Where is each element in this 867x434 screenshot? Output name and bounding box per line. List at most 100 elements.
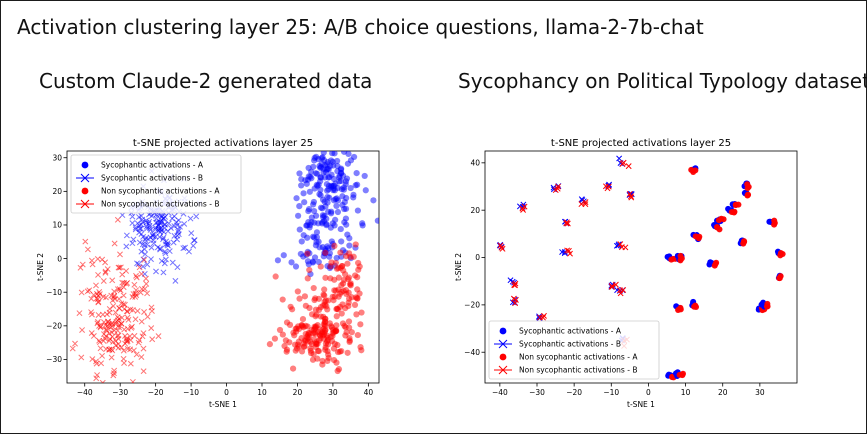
data-point-nonsyc-b: [565, 247, 572, 254]
data-point-syc-b: [160, 269, 167, 276]
data-point-nonsyc-a: [777, 252, 784, 259]
data-point-nonsyc-b: [124, 314, 131, 321]
data-point-syc-b: [139, 216, 146, 223]
data-point-nonsyc-a: [292, 325, 299, 332]
data-point-nonsyc-b: [109, 319, 116, 326]
data-point-nonsyc-a: [357, 321, 364, 328]
data-point-nonsyc-b: [124, 345, 131, 352]
data-point-syc-a: [326, 250, 333, 257]
data-point-nonsyc-a: [713, 224, 720, 231]
data-point-syc-a: [337, 225, 344, 233]
data-point-nonsyc-b: [128, 325, 135, 331]
data-point-syc-a: [296, 170, 303, 177]
y-tick-label: 20: [470, 206, 480, 215]
data-point-nonsyc-b: [138, 318, 145, 325]
data-point-syc-a: [311, 254, 319, 261]
data-point-nonsyc-b: [127, 360, 134, 367]
data-point-nonsyc-b: [101, 331, 107, 338]
data-point-nonsyc-b: [112, 338, 119, 344]
data-point-syc-a: [342, 215, 350, 222]
data-point-syc-b: [123, 232, 130, 239]
chart-title: t-SNE projected activations layer 25: [133, 138, 313, 149]
data-point-syc-b: [144, 241, 151, 248]
data-point-nonsyc-a: [340, 276, 348, 283]
x-tick-label: −40: [77, 388, 93, 397]
data-point-nonsyc-a: [352, 241, 359, 248]
data-point-syc-a: [370, 197, 377, 204]
data-point-nonsyc-a: [299, 315, 307, 323]
data-point-nonsyc-b: [612, 281, 619, 288]
x-tick-label: −30: [529, 388, 545, 397]
data-point-nonsyc-a: [771, 220, 778, 227]
data-point-syc-b: [152, 226, 159, 233]
data-point-syc-a: [288, 259, 295, 266]
data-point-syc-b: [174, 264, 181, 271]
data-point-syc-a: [318, 220, 326, 227]
data-point-nonsyc-a: [346, 337, 353, 344]
data-point-nonsyc-b: [133, 274, 140, 281]
data-point-syc-b: [149, 232, 156, 238]
data-point-syc-a: [334, 208, 342, 216]
data-point-nonsyc-a: [283, 319, 291, 326]
data-point-nonsyc-a: [313, 339, 320, 346]
chart-title: t-SNE projected activations layer 25: [551, 138, 731, 149]
data-point-nonsyc-b: [132, 316, 139, 323]
data-point-syc-b: [166, 248, 173, 255]
data-point-nonsyc-a: [338, 310, 345, 317]
data-point-nonsyc-b: [95, 292, 102, 299]
data-point-nonsyc-a: [308, 311, 316, 318]
data-point-syc-b: [160, 215, 167, 222]
data-point-nonsyc-a: [282, 337, 289, 344]
data-point-nonsyc-a: [302, 302, 309, 309]
data-point-syc-a: [353, 169, 360, 177]
data-point-nonsyc-b: [115, 264, 122, 271]
data-point-syc-a: [323, 180, 331, 188]
data-point-nonsyc-b: [141, 309, 148, 315]
data-point-nonsyc-b: [115, 344, 122, 351]
data-point-nonsyc-b: [116, 324, 123, 331]
data-point-nonsyc-b: [520, 206, 527, 213]
y-tick-label: −10: [46, 288, 62, 297]
points-group: [69, 151, 379, 383]
data-point-syc-a: [325, 245, 332, 252]
x-tick-label: −30: [112, 388, 128, 397]
data-point-nonsyc-a: [311, 296, 318, 304]
data-point-nonsyc-b: [94, 318, 101, 325]
legend-label: Non sycophantic activations - A: [519, 353, 638, 362]
data-point-nonsyc-a: [745, 191, 752, 198]
data-point-syc-a: [339, 201, 346, 209]
data-point-nonsyc-b: [126, 333, 133, 340]
data-point-nonsyc-b: [582, 201, 589, 208]
y-tick-label: −40: [464, 348, 480, 357]
data-point-nonsyc-a: [315, 348, 322, 355]
data-point-nonsyc-b: [89, 356, 96, 363]
data-point-nonsyc-a: [320, 331, 327, 338]
data-point-nonsyc-a: [291, 332, 298, 339]
y-axis-label: t-SNE 2: [454, 253, 463, 281]
legend-marker: [498, 365, 508, 375]
data-point-syc-b: [143, 219, 150, 226]
data-point-syc-b: [142, 236, 149, 243]
data-point-nonsyc-a: [306, 266, 313, 274]
data-point-syc-b: [174, 232, 181, 239]
data-point-nonsyc-b: [144, 313, 151, 320]
data-point-nonsyc-b: [138, 270, 145, 277]
data-point-nonsyc-a: [337, 249, 344, 256]
data-point-syc-b: [129, 240, 136, 247]
data-point-syc-a: [344, 160, 352, 167]
data-point-nonsyc-a: [346, 324, 353, 331]
data-point-nonsyc-b: [93, 282, 99, 289]
data-point-syc-a: [331, 187, 338, 194]
data-point-nonsyc-a: [676, 371, 683, 378]
y-tick-label: −20: [464, 301, 480, 310]
data-point-nonsyc-b: [135, 339, 142, 346]
data-point-syc-a: [292, 263, 300, 270]
data-point-nonsyc-a: [354, 295, 361, 302]
data-point-nonsyc-b: [140, 368, 147, 375]
legend-box: [70, 154, 242, 214]
data-point-nonsyc-b: [121, 305, 128, 312]
data-point-syc-a: [274, 257, 282, 264]
data-point-nonsyc-a: [348, 329, 355, 336]
x-tick-label: 20: [718, 388, 728, 397]
data-point-nonsyc-b: [114, 332, 121, 339]
